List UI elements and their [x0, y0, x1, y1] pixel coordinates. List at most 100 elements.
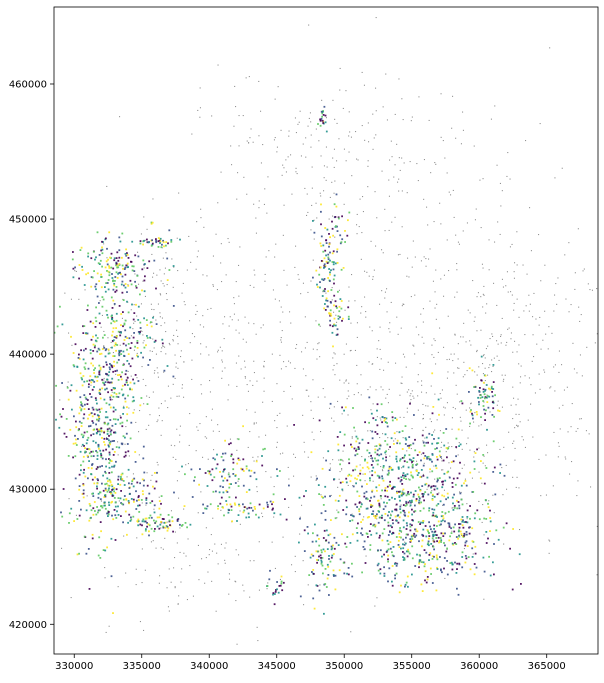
background-point: [448, 191, 450, 193]
cluster-point: [118, 263, 121, 265]
cluster-point: [320, 260, 323, 262]
background-point: [517, 426, 519, 428]
cluster-point: [261, 455, 263, 457]
cluster-point: [54, 331, 56, 334]
cluster-point: [86, 403, 89, 405]
background-point: [438, 492, 440, 494]
cluster-point: [420, 521, 422, 524]
cluster-point: [107, 381, 109, 384]
cluster-point: [124, 383, 126, 386]
cluster-point: [465, 521, 467, 523]
cluster-point: [94, 375, 97, 378]
background-point: [513, 309, 515, 311]
cluster-point: [388, 511, 390, 513]
cluster-point: [147, 364, 150, 366]
background-point: [448, 462, 450, 464]
background-point: [145, 385, 147, 387]
background-point: [322, 457, 324, 459]
cluster-point: [131, 240, 134, 243]
background-point: [375, 134, 377, 136]
cluster-point: [320, 223, 322, 226]
cluster-point: [124, 283, 127, 285]
background-point: [207, 308, 209, 310]
cluster-point: [492, 364, 495, 366]
cluster-point: [147, 523, 150, 526]
cluster-point: [110, 492, 112, 495]
background-point: [507, 328, 509, 330]
cluster-point: [339, 242, 342, 245]
cluster-point: [92, 513, 95, 516]
background-point: [476, 351, 478, 353]
cluster-point: [110, 389, 113, 391]
cluster-point: [137, 518, 140, 521]
cluster-point: [153, 259, 156, 262]
background-point: [483, 534, 485, 536]
cluster-point: [377, 521, 380, 524]
cluster-point: [395, 572, 398, 575]
background-point: [442, 504, 444, 506]
background-point: [482, 306, 484, 308]
background-point: [157, 372, 159, 374]
cluster-point: [108, 458, 110, 460]
cluster-point: [266, 506, 269, 508]
cluster-point: [343, 433, 346, 436]
background-point: [333, 364, 335, 366]
cluster-point: [398, 529, 401, 532]
background-point: [158, 407, 160, 409]
cluster-point: [336, 225, 338, 228]
background-point: [386, 393, 388, 395]
cluster-point: [407, 548, 409, 551]
cluster-point: [390, 437, 393, 440]
cluster-point: [336, 307, 338, 309]
cluster-point: [99, 433, 101, 436]
cluster-point: [454, 523, 456, 526]
background-point: [568, 242, 570, 244]
cluster-point: [278, 585, 281, 587]
cluster-point: [142, 484, 145, 487]
background-point: [351, 437, 353, 439]
cluster-point: [332, 553, 335, 555]
background-point: [525, 305, 527, 307]
cluster-point: [433, 508, 436, 511]
cluster-point: [356, 478, 358, 481]
background-point: [287, 466, 289, 468]
cluster-point: [96, 418, 98, 421]
cluster-point: [376, 463, 379, 466]
background-point: [414, 294, 416, 296]
cluster-point: [480, 416, 482, 418]
cluster-point: [442, 480, 444, 483]
cluster-point: [131, 265, 134, 268]
background-point: [513, 277, 515, 279]
cluster-point: [181, 524, 184, 526]
cluster-point: [436, 480, 439, 483]
background-point: [451, 417, 453, 419]
cluster-point: [67, 455, 70, 457]
cluster-point: [374, 471, 376, 474]
cluster-point: [460, 498, 463, 501]
background-point: [159, 575, 161, 577]
background-point: [510, 291, 512, 293]
cluster-point: [107, 270, 110, 273]
cluster-point: [479, 394, 482, 397]
background-point: [565, 458, 567, 460]
background-point: [173, 266, 175, 268]
cluster-point: [446, 560, 448, 562]
background-point: [411, 116, 413, 118]
background-point: [172, 383, 174, 385]
cluster-point: [425, 551, 428, 554]
cluster-point: [104, 443, 106, 446]
cluster-point: [420, 469, 423, 471]
cluster-point: [345, 513, 348, 516]
cluster-point: [83, 431, 86, 434]
cluster-point: [106, 490, 109, 493]
cluster-point: [320, 245, 323, 247]
cluster-point: [262, 507, 265, 510]
cluster-point: [431, 555, 434, 558]
cluster-point: [281, 589, 284, 592]
background-point: [491, 333, 493, 335]
background-point: [333, 352, 335, 354]
cluster-point: [336, 248, 339, 251]
background-point: [417, 381, 419, 383]
background-point: [183, 396, 185, 398]
background-point: [508, 327, 510, 329]
